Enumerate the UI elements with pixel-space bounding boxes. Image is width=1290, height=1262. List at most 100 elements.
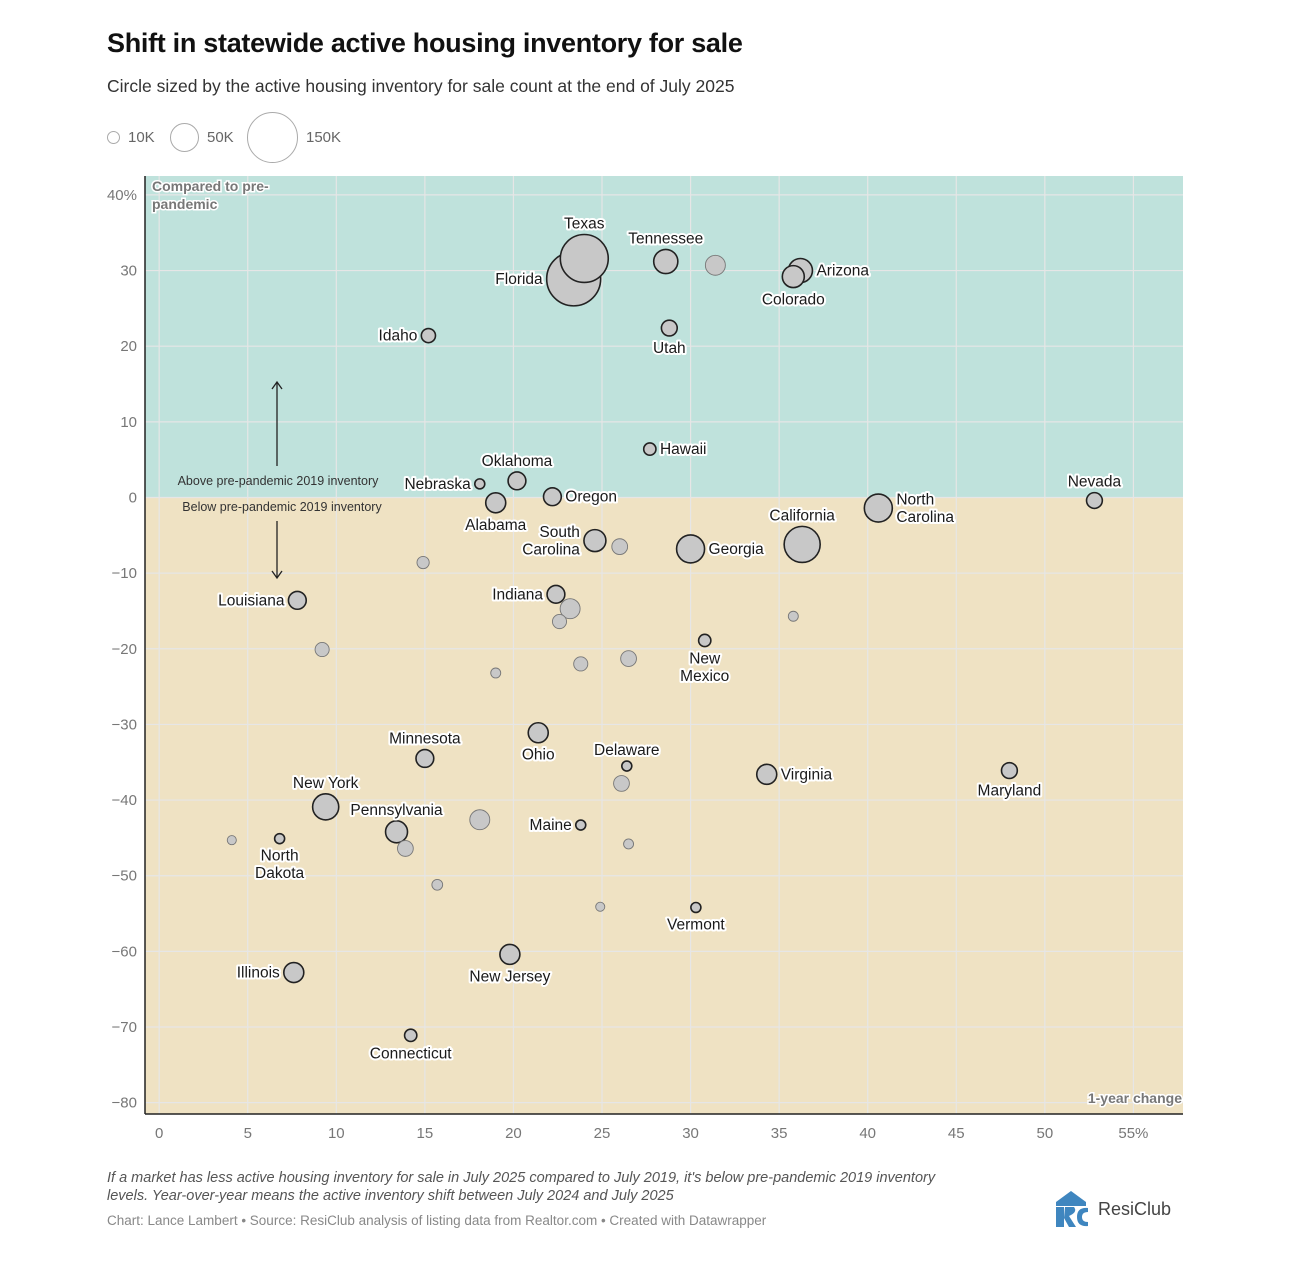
y-tick-label: 20 — [120, 338, 137, 355]
state-point-vermont[interactable] — [690, 901, 702, 914]
legend-item-50k: 50K — [170, 108, 234, 166]
state-point-virginia[interactable] — [755, 763, 778, 786]
chart-subtitle: Circle sized by the active housing inven… — [107, 76, 735, 96]
state-point-utah[interactable] — [660, 319, 679, 337]
state-label-nebraska: Nebraska — [404, 476, 471, 493]
state-point-indiana[interactable] — [546, 584, 566, 605]
x-tick-label: 15 — [417, 1125, 434, 1142]
state-point-unlabeled[interactable] — [623, 838, 635, 850]
state-point-nebraska[interactable] — [473, 478, 486, 490]
state-point-maine[interactable] — [574, 819, 587, 831]
y-tick-label: −50 — [112, 868, 137, 885]
state-label-california: California — [769, 507, 835, 524]
state-label-line: Indiana — [492, 586, 543, 603]
state-point-oregon[interactable] — [542, 487, 563, 507]
state-label-line: Tennessee — [628, 230, 703, 247]
state-label-oklahoma: Oklahoma — [482, 453, 553, 470]
y-tick-label: −70 — [112, 1019, 137, 1036]
state-point-california[interactable] — [783, 525, 821, 564]
chart-title: Shift in statewide active housing invent… — [107, 28, 743, 58]
state-label-line: Nebraska — [404, 476, 471, 493]
state-label-line: Oregon — [565, 489, 617, 506]
state-point-minnesota[interactable] — [415, 748, 435, 769]
state-point-unlabeled[interactable] — [490, 667, 502, 679]
state-point-unlabeled[interactable] — [704, 254, 726, 276]
bubble-chart: 0 5 10 15 20 25 30 35 40 45 50 55% 40% 30 20 10 0 −10 −20 −… — [107, 176, 1184, 1142]
state-label-line: Illinois — [237, 965, 280, 982]
state-point-unlabeled[interactable] — [397, 840, 414, 857]
state-label-line: North — [261, 848, 299, 865]
state-point-colorado[interactable] — [781, 264, 806, 289]
state-label-south-carolina: South Carolina — [522, 524, 580, 559]
state-point-illinois[interactable] — [282, 961, 305, 984]
state-label-line: Maryland — [978, 782, 1042, 799]
state-point-south-carolina[interactable] — [583, 528, 607, 553]
x-tick-label: 30 — [682, 1125, 699, 1142]
legend-circle-icon — [107, 130, 120, 144]
state-point-texas[interactable] — [559, 233, 610, 284]
state-label-line: Colorado — [762, 292, 825, 309]
state-label-line: Mexico — [680, 668, 729, 685]
x-tick-label: 55% — [1118, 1125, 1148, 1142]
state-point-north-dakota[interactable] — [273, 832, 286, 845]
state-point-unlabeled[interactable] — [787, 610, 799, 622]
chart-footnote: If a market has less active housing inve… — [107, 1169, 1037, 1205]
state-point-unlabeled[interactable] — [314, 642, 330, 658]
state-point-georgia[interactable] — [675, 534, 706, 564]
state-point-unlabeled[interactable] — [416, 555, 430, 570]
x-tick-label: 45 — [948, 1125, 965, 1142]
state-point-nevada[interactable] — [1085, 491, 1104, 510]
state-point-ohio[interactable] — [527, 721, 550, 744]
state-point-tennessee[interactable] — [652, 248, 679, 275]
state-point-unlabeled[interactable] — [551, 614, 568, 630]
state-label-line: California — [769, 507, 835, 524]
state-label-pennsylvania: Pennsylvania — [350, 802, 443, 819]
state-point-alabama[interactable] — [484, 491, 507, 514]
state-point-maryland[interactable] — [1000, 761, 1019, 780]
state-label-line: Carolina — [896, 509, 954, 526]
state-point-unlabeled[interactable] — [469, 809, 491, 831]
state-label-hawaii: Hawaii — [660, 441, 707, 458]
state-point-unlabeled[interactable] — [613, 775, 630, 792]
state-label-oregon: Oregon — [565, 489, 617, 506]
state-point-north-carolina[interactable] — [863, 493, 894, 523]
state-point-delaware[interactable] — [621, 760, 633, 772]
y-tick-label: 0 — [129, 489, 137, 506]
state-label-line: South — [539, 524, 580, 541]
state-point-new-jersey[interactable] — [499, 943, 521, 966]
state-label-vermont: Vermont — [667, 916, 725, 933]
state-label-texas: Texas — [564, 215, 605, 232]
state-point-louisiana[interactable] — [287, 590, 308, 611]
state-point-connecticut[interactable] — [403, 1028, 418, 1043]
state-point-new-mexico[interactable] — [697, 633, 712, 648]
state-point-pennsylvania[interactable] — [384, 820, 409, 844]
footnote-line-1: If a market has less active housing inve… — [107, 1170, 936, 1186]
state-point-oklahoma[interactable] — [507, 471, 527, 491]
x-tick-label: 25 — [594, 1125, 611, 1142]
state-point-unlabeled[interactable] — [620, 650, 637, 667]
state-label-new-jersey: New Jersey — [469, 968, 550, 985]
x-tick-label: 50 — [1036, 1125, 1053, 1142]
state-point-unlabeled[interactable] — [595, 901, 606, 912]
y-tick-label: −60 — [112, 943, 137, 960]
state-point-idaho[interactable] — [420, 327, 437, 344]
above-region-label: Above pre-pandemic 2019 inventory — [178, 474, 380, 488]
state-point-unlabeled[interactable] — [226, 835, 237, 846]
state-point-unlabeled[interactable] — [611, 538, 629, 556]
legend-label: 50K — [207, 128, 234, 146]
legend-label: 10K — [128, 128, 155, 146]
state-label-tennessee: Tennessee — [628, 230, 703, 247]
data-labels: Texas Florida Tennessee Arizona Colorado Idah… — [216, 213, 1123, 1064]
state-point-unlabeled[interactable] — [573, 656, 589, 672]
state-point-new-york[interactable] — [311, 793, 340, 821]
y-tick-label: −10 — [112, 565, 137, 582]
x-tick-label: 5 — [244, 1125, 252, 1142]
state-point-unlabeled[interactable] — [559, 598, 581, 620]
state-point-hawaii[interactable] — [642, 442, 657, 456]
state-label-line: Delaware — [594, 742, 659, 759]
state-point-unlabeled[interactable] — [431, 878, 444, 891]
state-label-line: Minnesota — [389, 731, 461, 748]
state-label-line: Arizona — [816, 263, 869, 280]
state-label-line: Oklahoma — [482, 453, 553, 470]
resiclub-logo: ResiClub — [1052, 1190, 1171, 1228]
